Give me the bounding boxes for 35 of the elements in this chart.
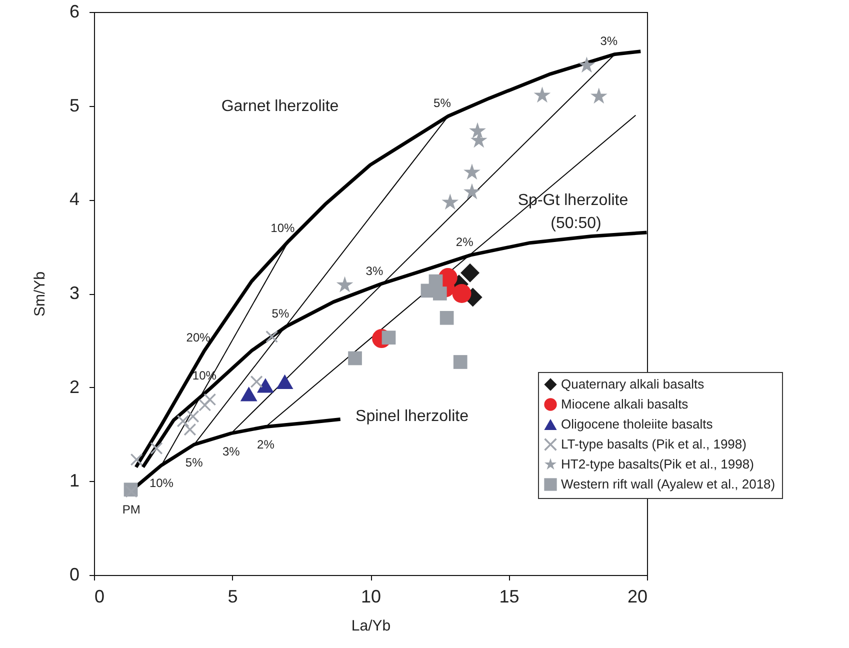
annotation: 10% [270, 220, 295, 235]
legend-label: Oligocene tholeiite basalts [561, 416, 714, 432]
y-tick-label: 4 [69, 189, 80, 210]
y-tick-label: 2 [69, 376, 80, 397]
legend-label: Miocene alkali basalts [561, 396, 689, 412]
legend-label: Western rift wall (Ayalew et al., 2018) [561, 476, 776, 492]
annotation: 10% [149, 476, 174, 490]
y-axis-title: Sm/Yb [31, 271, 48, 317]
x-tick-label: 5 [228, 586, 238, 606]
annotation: 20% [186, 330, 211, 345]
annotation: PM [122, 502, 140, 516]
x-axis-title: La/Yb [351, 618, 391, 634]
y-tick-label: 0 [69, 564, 80, 584]
annotation: 3% [600, 34, 618, 48]
annotation: Spinel lherzolite [356, 408, 469, 425]
legend-label: LT-type basalts (Pik et al., 1998) [561, 436, 746, 452]
y-tick-label: 6 [69, 2, 80, 22]
annotation: 2% [456, 235, 474, 250]
legend-label: Quaternary alkali basalts [561, 376, 705, 392]
annotation: 3% [366, 264, 384, 278]
annotation: 3% [222, 444, 240, 458]
annotation: Garnet lherzolite [221, 98, 339, 115]
annotation: 5% [434, 96, 452, 110]
annotation: 2% [257, 438, 275, 452]
y-tick-label: 3 [69, 283, 80, 303]
x-tick-label: 15 [499, 586, 520, 606]
x-tick-label: 10 [360, 586, 382, 606]
x-tick-label: 0 [94, 586, 105, 606]
annotation: 5% [272, 306, 290, 320]
y-tick-label: 1 [69, 470, 80, 491]
annotation: (50:50) [550, 215, 602, 232]
y-tick-label: 5 [69, 95, 80, 116]
legend-label: HT2-type basalts(Pik et al., 1998) [561, 456, 754, 472]
x-tick-label: 20 [627, 586, 648, 606]
annotation: 5% [185, 456, 204, 470]
